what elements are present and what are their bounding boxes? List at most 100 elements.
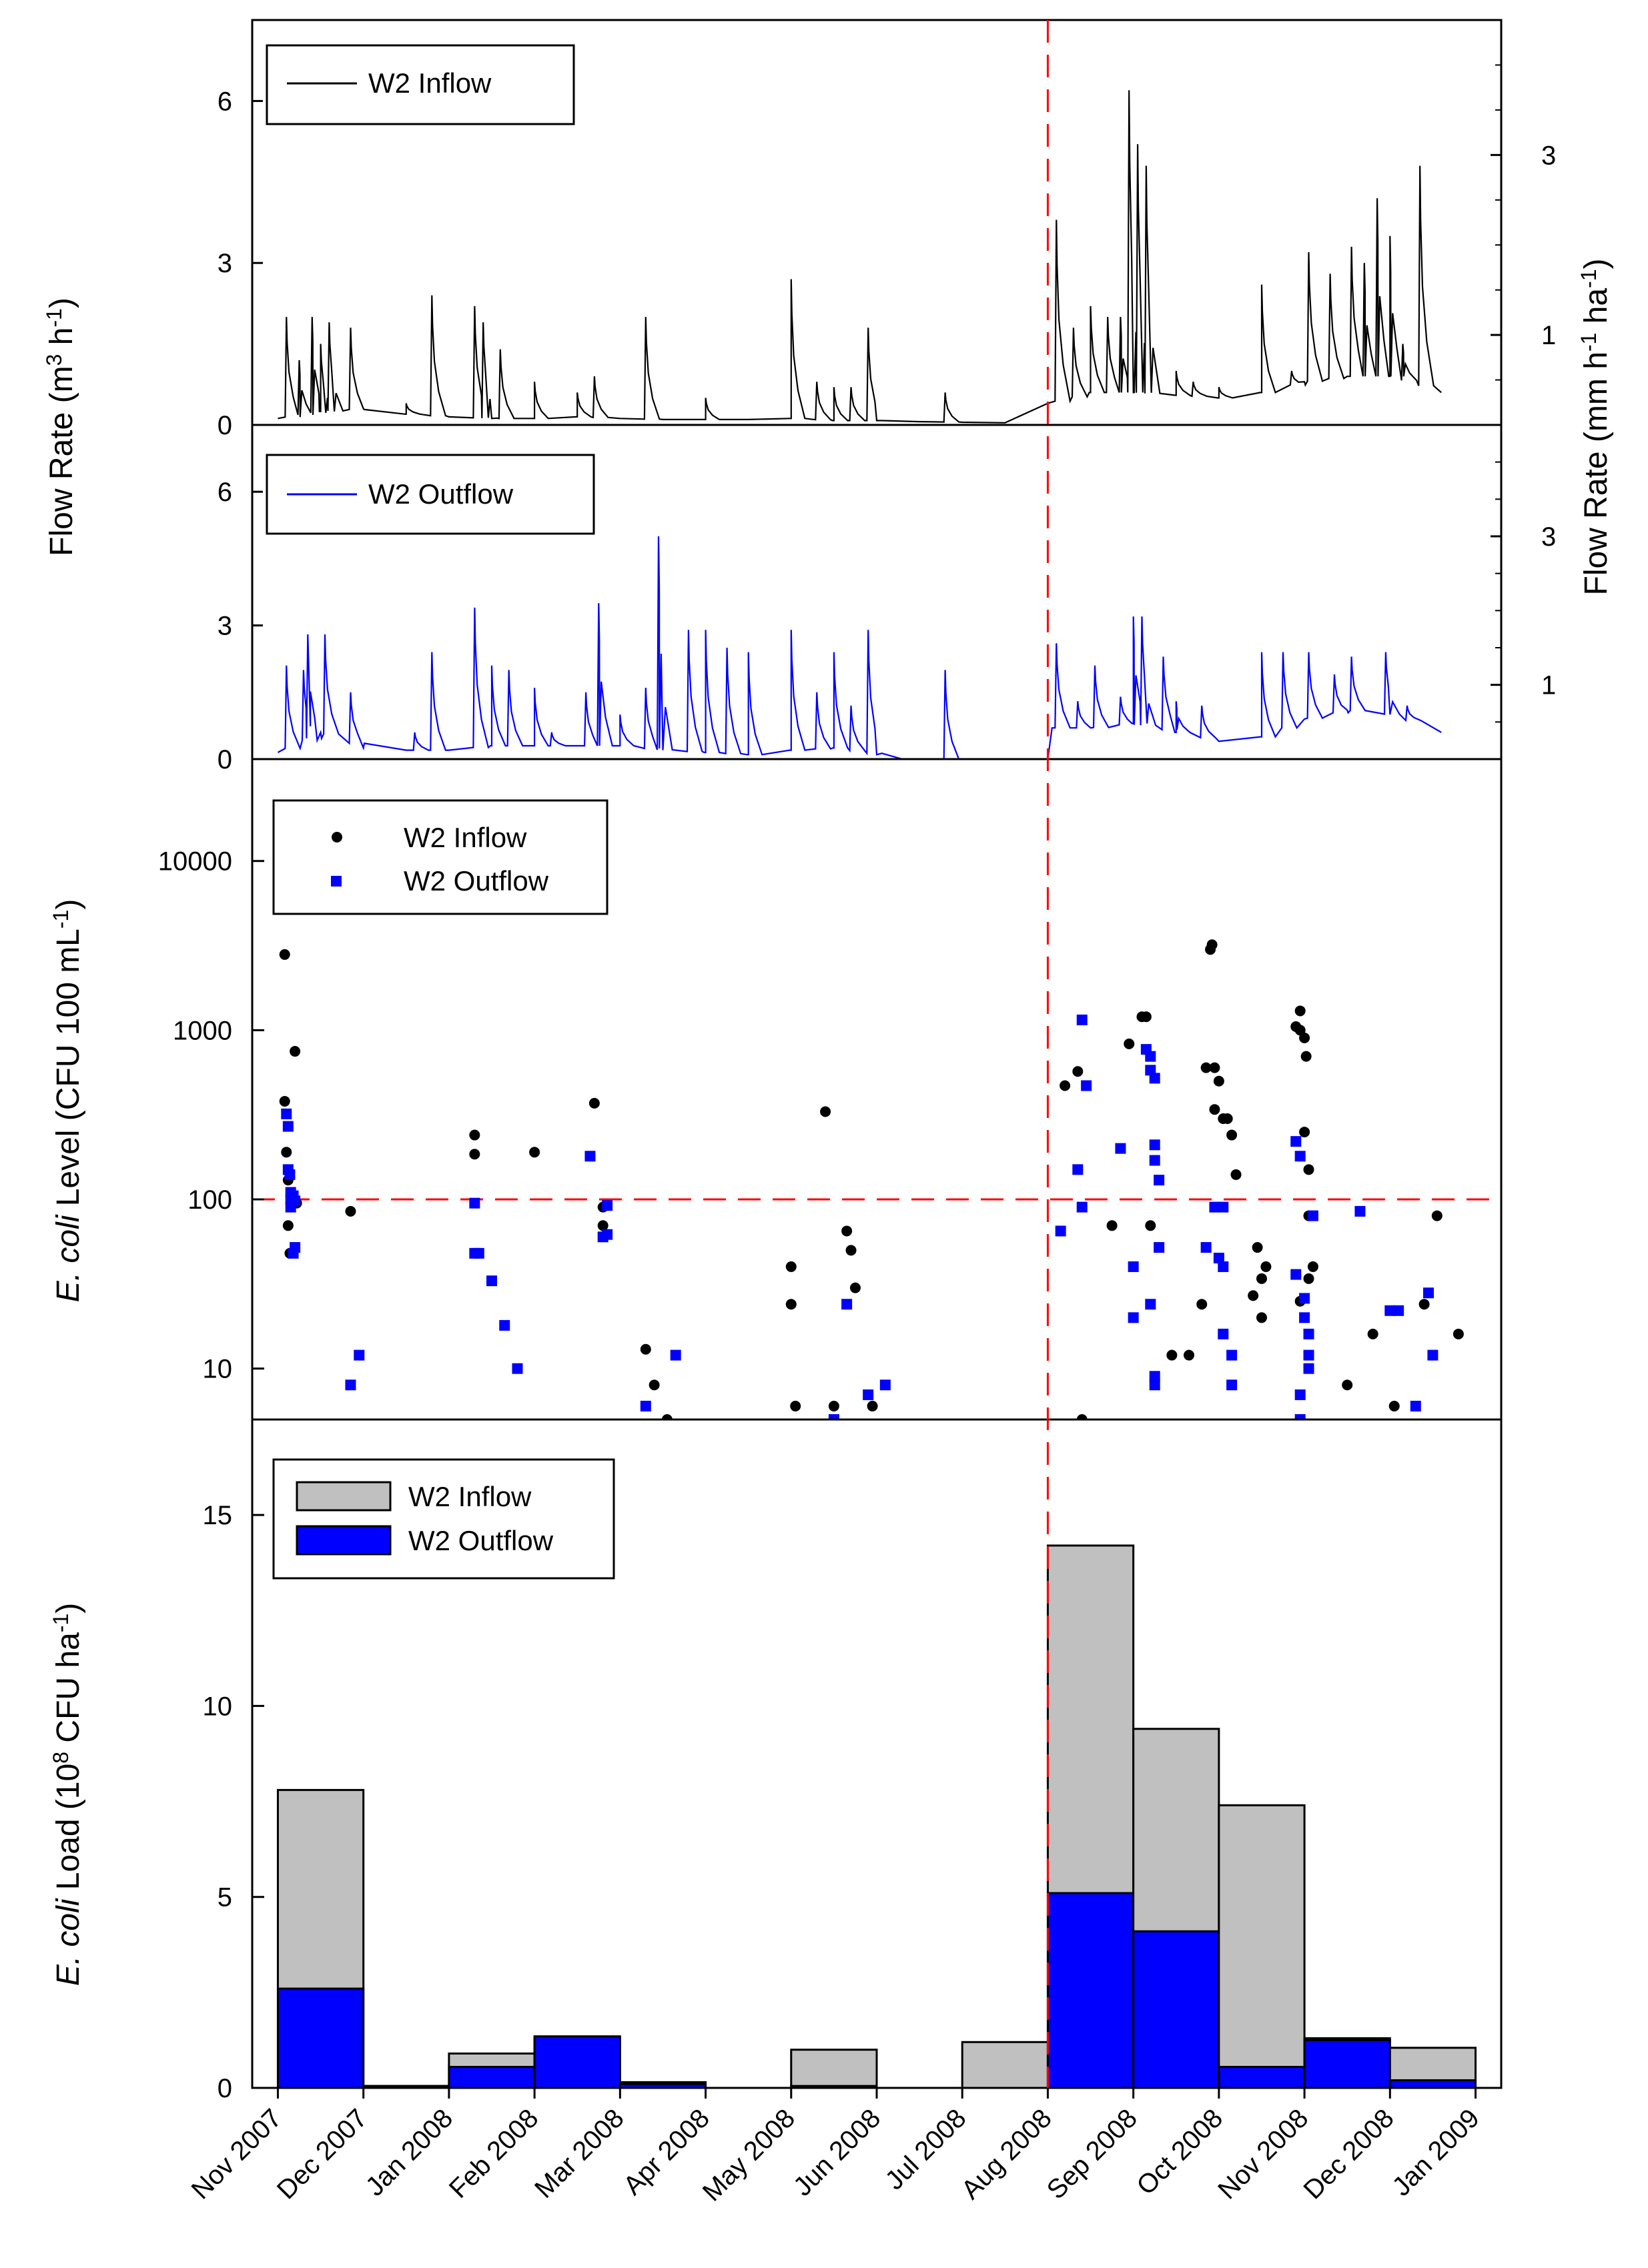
scatter-inflow-point bbox=[1124, 1038, 1135, 1049]
scatter-outflow-point bbox=[1218, 1201, 1229, 1213]
scatter-inflow-point bbox=[1256, 1273, 1267, 1284]
legend-inflow-panel: W2 Inflow bbox=[266, 44, 575, 125]
scatter-outflow-point bbox=[486, 1275, 498, 1287]
scatter-inflow-point bbox=[1248, 1290, 1259, 1301]
scatter-outflow-point bbox=[1115, 1143, 1126, 1154]
scatter-inflow-point bbox=[820, 1106, 831, 1117]
scatter-outflow-point bbox=[1393, 1305, 1404, 1316]
scatter-inflow-point bbox=[841, 1225, 853, 1237]
ecoli-load-ytick-label-1: 5 bbox=[218, 1883, 232, 1912]
scatter-outflow-point bbox=[1145, 1065, 1156, 1076]
inflow-ytick-label-0: 0 bbox=[218, 411, 232, 440]
outflow-series-line bbox=[277, 536, 1442, 759]
bar-outflow bbox=[276, 1987, 365, 2089]
scatter-outflow-point bbox=[1299, 1312, 1310, 1323]
scatter-outflow-point bbox=[1076, 1201, 1088, 1213]
scatter-inflow-point bbox=[1367, 1328, 1378, 1339]
scatter-outflow-point bbox=[1307, 1210, 1318, 1221]
flow-ylabel-left: Flow Rate (m3 h-1) bbox=[42, 298, 79, 556]
scatter-inflow-point bbox=[1300, 1051, 1312, 1062]
outflow-ytick-label-2: 6 bbox=[218, 478, 232, 507]
scatter-inflow-point bbox=[1299, 1127, 1310, 1138]
outflow-ytick-label-0: 0 bbox=[218, 745, 232, 774]
scatter-inflow-point bbox=[1140, 1011, 1152, 1023]
scatter-inflow-point bbox=[279, 949, 290, 960]
scatter-inflow-point bbox=[1206, 939, 1218, 951]
scatter-inflow-point bbox=[1060, 1080, 1071, 1091]
scatter-outflow-point bbox=[1055, 1225, 1066, 1237]
scatter-outflow-point bbox=[584, 1151, 596, 1162]
inflow-right-tick-label-1: 3 bbox=[1541, 141, 1556, 170]
flow-ylabel-right: Flow Rate (mm h-1 ha-1) bbox=[1577, 258, 1614, 595]
legend-load-outflow-swatch bbox=[296, 1525, 392, 1556]
scatter-inflow-point bbox=[1303, 1164, 1314, 1175]
scatter-inflow-point bbox=[1222, 1113, 1233, 1124]
x-tick-label-7: Jun 2008 bbox=[788, 2103, 886, 2201]
scatter-outflow-point bbox=[1290, 1269, 1302, 1280]
scatter-outflow-point bbox=[354, 1349, 365, 1361]
scatter-outflow-point bbox=[1154, 1242, 1165, 1253]
scatter-outflow-point bbox=[1128, 1312, 1139, 1323]
scatter-outflow-point bbox=[879, 1379, 891, 1391]
scatter-outflow-point bbox=[1294, 1414, 1306, 1420]
legend-load-outflow-label: W2 Outflow bbox=[408, 1525, 554, 1556]
bar-outflow bbox=[1388, 2079, 1477, 2089]
ecoli-level-ytick-label-2: 1000 bbox=[173, 1016, 232, 1045]
legend-scatter-inflow-marker bbox=[332, 832, 342, 842]
scatter-inflow-point bbox=[828, 1400, 839, 1411]
scatter-outflow-point bbox=[1145, 1051, 1156, 1062]
legend-scatter-inflow-label: W2 Inflow bbox=[404, 822, 527, 853]
outflow-right-tick-label-1: 3 bbox=[1541, 522, 1556, 552]
ecoli-level-ytick-label-3: 10000 bbox=[158, 847, 232, 877]
x-tick-label-3: Feb 2008 bbox=[444, 2103, 544, 2204]
scatter-outflow-point bbox=[1213, 1252, 1224, 1263]
scatter-inflow-point bbox=[790, 1400, 801, 1411]
ecoli-load-ytick-label-2: 10 bbox=[203, 1692, 233, 1721]
scatter-inflow-point bbox=[1252, 1242, 1263, 1253]
inflow-right-tick-label-0: 1 bbox=[1541, 321, 1556, 350]
scatter-outflow-point bbox=[1081, 1080, 1092, 1091]
scatter-outflow-point bbox=[1303, 1328, 1314, 1339]
outflow-ytick-label-1: 3 bbox=[218, 612, 232, 641]
scatter-inflow-point bbox=[588, 1097, 600, 1109]
inflow-ytick-label-2: 6 bbox=[218, 87, 232, 116]
scatter-outflow-point bbox=[1128, 1261, 1139, 1272]
bar-outflow bbox=[533, 2035, 621, 2089]
x-tick-label-1: Dec 2007 bbox=[272, 2103, 373, 2205]
scatter-inflow-point bbox=[1166, 1349, 1178, 1361]
scatter-inflow-point bbox=[785, 1261, 797, 1272]
inflow-series-line bbox=[278, 90, 1442, 424]
scatter-inflow-point bbox=[1209, 1062, 1220, 1073]
scatter-outflow-point bbox=[670, 1349, 681, 1361]
scatter-inflow-point bbox=[281, 1147, 292, 1158]
bar-inflow bbox=[790, 2049, 878, 2089]
scatter-outflow-point bbox=[1384, 1305, 1396, 1316]
scatter-outflow-point bbox=[1154, 1175, 1165, 1186]
scatter-inflow-point bbox=[661, 1414, 673, 1420]
scatter-inflow-point bbox=[1342, 1379, 1353, 1391]
scatter-inflow-point bbox=[1418, 1299, 1430, 1310]
scatter-outflow-point bbox=[345, 1379, 356, 1391]
scatter-outflow-point bbox=[1226, 1379, 1238, 1391]
legend-load-inflow-swatch bbox=[296, 1481, 392, 1512]
scatter-inflow-point bbox=[1213, 1075, 1224, 1087]
scatter-outflow-point bbox=[1149, 1155, 1160, 1166]
legend-inflow-label: W2 Inflow bbox=[368, 67, 492, 99]
scatter-outflow-point bbox=[1354, 1205, 1366, 1217]
scatter-outflow-point bbox=[1149, 1139, 1160, 1151]
scatter-inflow-point bbox=[1294, 1005, 1306, 1017]
scatter-inflow-point bbox=[1303, 1273, 1314, 1284]
x-tick-label-10: Sep 2008 bbox=[1042, 2103, 1143, 2205]
legend-scatter-outflow-marker bbox=[331, 876, 342, 887]
scatter-outflow-point bbox=[290, 1242, 301, 1253]
legend-scatter-panel: W2 Inflow W2 Outflow bbox=[272, 799, 608, 915]
bar-outflow bbox=[1046, 1892, 1135, 2089]
scatter-inflow-point bbox=[1230, 1169, 1242, 1180]
ecoli-level-ylabel: E. coli Level (CFU 100 mL-1) bbox=[49, 899, 86, 1303]
scatter-outflow-point bbox=[1200, 1242, 1212, 1253]
scatter-inflow-point bbox=[1226, 1129, 1238, 1141]
scatter-inflow-point bbox=[1145, 1220, 1156, 1231]
x-tick-label-13: Dec 2008 bbox=[1298, 2103, 1399, 2205]
scatter-outflow-point bbox=[1209, 1201, 1220, 1213]
